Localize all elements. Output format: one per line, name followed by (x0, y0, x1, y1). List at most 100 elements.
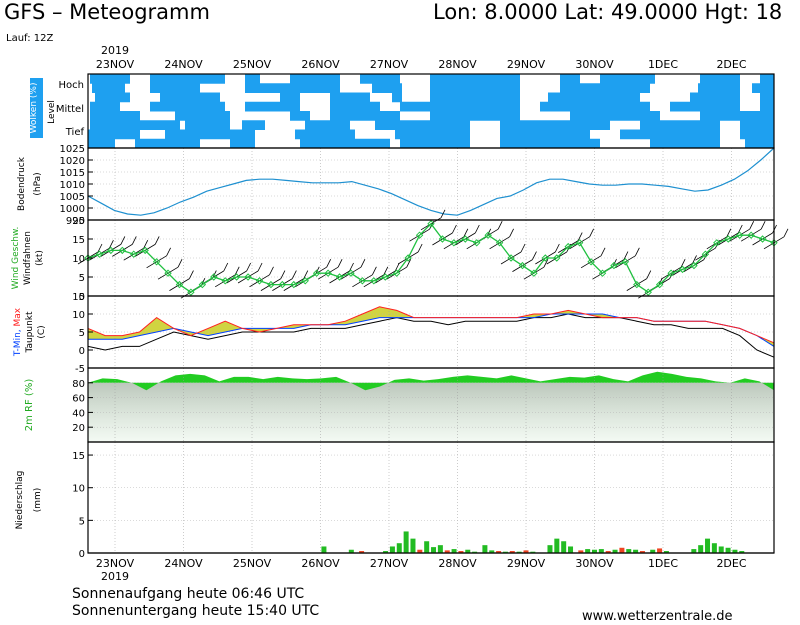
cloud-level-mittel: Mittel (56, 104, 84, 115)
precip-bar (598, 549, 604, 553)
date-label-top: 23NOV (96, 58, 135, 71)
wind-tick-label: 5 (79, 273, 85, 284)
wind-speed-point (633, 280, 641, 289)
wind-speed-point (221, 277, 229, 285)
cloud-cover-block (150, 83, 200, 93)
wind-barb-flag (726, 228, 732, 237)
date-label-bottom: 24NOV (164, 557, 203, 570)
wind-barb-flag (760, 221, 766, 230)
wind-speed-point (484, 231, 492, 239)
date-label-top: 30NOV (575, 58, 614, 71)
sunset-text: Sonnenuntergang heute 15:40 UTC (72, 603, 320, 619)
wind-barb-flag (109, 240, 114, 249)
cloud-cover-block (230, 138, 255, 149)
date-label-bottom: 26NOV (301, 557, 340, 570)
precip-bar (633, 549, 639, 553)
precip-bar (568, 546, 574, 553)
cloud-cover-block (330, 111, 400, 121)
website-link[interactable]: www.wetterzentrale.de (582, 609, 733, 624)
cloud-cover-block (305, 120, 350, 130)
date-label-bottom: 27NOV (370, 557, 409, 570)
wind-barb-flag (532, 251, 537, 260)
cloud-cover-block (548, 92, 640, 103)
precip-tick-label: 10 (72, 484, 85, 495)
cloud-cover-block (650, 138, 720, 149)
cloud-cover-block (330, 92, 370, 103)
precip-bar (431, 547, 437, 553)
cloud-cover-block (242, 120, 265, 130)
wind-barb-flag (692, 255, 697, 264)
precip-bar (718, 546, 724, 553)
cloud-cover-block (690, 92, 740, 103)
cloud-cover-block (360, 74, 400, 84)
precip-bar (657, 548, 663, 553)
cloud-axis-label: Wolken (%) (29, 83, 39, 134)
wind-speed-point (210, 273, 218, 281)
wind-unit-label: (kt) (35, 250, 45, 266)
cloud-cover-block (500, 129, 590, 140)
date-label-top: 28NOV (438, 58, 477, 71)
wind-barb-flag (646, 270, 652, 279)
precip-tick-label: 5 (79, 516, 85, 527)
wind-speed-axis-label: Wind Geschw. (11, 227, 21, 290)
wind-speed-point (427, 220, 435, 228)
wind-barb-flag (269, 266, 274, 275)
wind-speed-point (381, 273, 389, 281)
wind-barb-flag (417, 243, 423, 253)
date-label-bottom: 1DEC (648, 557, 678, 570)
pressure-tick-label: 1000 (60, 204, 85, 215)
precip-bar (698, 545, 704, 553)
precip-axis-label: Niederschlag (15, 471, 25, 530)
wind-speed-point (244, 273, 252, 281)
cloud-cover-block (135, 138, 200, 149)
wind-speed-point (564, 242, 572, 251)
wind-speed-point (655, 280, 664, 289)
wind-barb-flag (497, 221, 503, 230)
precip-bar (663, 551, 669, 553)
wind-barb-flag (246, 262, 251, 272)
pressure-tick-label: 1015 (60, 168, 85, 179)
cloud-cover-block (88, 138, 115, 149)
wind-speed-point (667, 269, 675, 277)
precip-bar (732, 549, 738, 553)
cloud-cover-block (330, 101, 380, 112)
temperature-tick-label: 0 (79, 346, 85, 357)
precip-bar (410, 538, 416, 553)
cloud-cover-block (745, 138, 774, 149)
precip-bar (496, 551, 502, 553)
wind-speed-point (724, 235, 732, 243)
humidity-tick-label: 80 (72, 379, 85, 390)
year-label-bottom: 2019 (101, 570, 129, 583)
wind-barb-flag (394, 262, 400, 272)
cloud-cover-block (570, 111, 660, 121)
cloud-cover-block (185, 120, 230, 130)
wind-speed-point (95, 250, 104, 258)
cloud-cover-block (90, 101, 120, 112)
wind-speed-point (267, 280, 275, 289)
wind-barb-flag (783, 228, 789, 237)
pressure-tick-label: 995 (66, 216, 85, 227)
precip-unit-label: (mm) (33, 488, 43, 513)
precip-bar (472, 551, 478, 553)
precip-bar (359, 551, 365, 553)
cloud-cover-block (600, 74, 655, 84)
wind-barb-flag (383, 266, 389, 275)
wind-speed-point (747, 231, 755, 239)
precip-bar (561, 541, 567, 553)
wind-speed-point (575, 239, 584, 247)
humidity-axis-label: 2m RF (%) (24, 379, 35, 432)
wind-speed-point (312, 269, 321, 277)
cloud-cover-block (175, 111, 230, 121)
precip-bar (465, 549, 471, 553)
precip-bar (516, 551, 522, 553)
wind-barb-flag (257, 262, 263, 272)
date-label-bottom: 2DEC (716, 557, 746, 570)
precip-bar (547, 545, 553, 553)
date-label-bottom: 30NOV (575, 557, 614, 570)
wind-tick-label: 10 (72, 254, 85, 265)
wind-speed-point (473, 239, 481, 247)
wind-barb-flag (406, 259, 412, 268)
wind-speed-point (678, 265, 687, 274)
wind-speed-point (198, 280, 207, 289)
temperature-tick-label: -5 (75, 364, 85, 375)
